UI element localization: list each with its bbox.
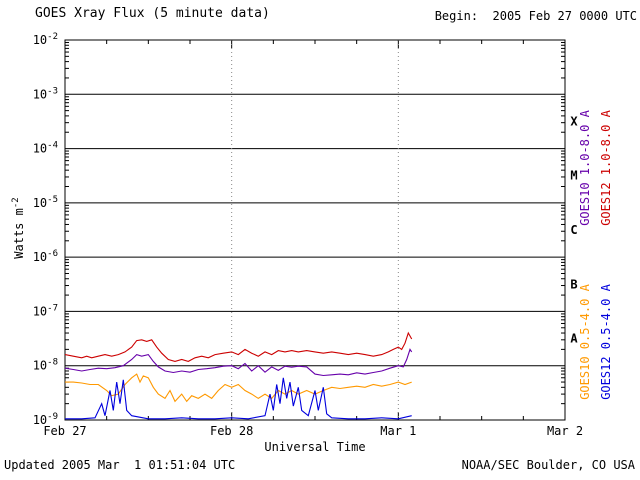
flare-class-label: B	[570, 277, 577, 291]
updated-timestamp: Updated 2005 Mar 1 01:51:04 UTC	[4, 458, 236, 472]
series-line-goes12-1-0-8-0-a	[65, 331, 413, 362]
x-tick-label: Mar 1	[380, 424, 416, 438]
chart-title: GOES Xray Flux (5 minute data)	[35, 6, 270, 21]
y-tick-label: 10-6	[33, 249, 58, 264]
y-tick-label: 10-7	[33, 303, 58, 318]
y-tick-label: 10-3	[33, 86, 58, 101]
y-tick-label: 10-2	[33, 32, 58, 47]
x-tick-label: Feb 28	[210, 424, 253, 438]
series-line-goes10-0-5-4-0-a	[65, 373, 412, 403]
plot-border	[64, 39, 566, 421]
y-tick-label: 10-9	[33, 412, 58, 427]
flare-class-label: C	[570, 223, 577, 237]
begin-timestamp: Begin: 2005 Feb 27 0000 UTC	[434, 9, 637, 23]
flare-class-label: A	[570, 332, 578, 346]
legend-goes10-long-channel: GOES10 1.0-8.0 A	[578, 110, 592, 226]
x-tick-label: Feb 27	[43, 424, 86, 438]
y-tick-label: 10-4	[33, 141, 58, 156]
legend-goes12-long-channel: GOES12 1.0-8.0 A	[599, 110, 613, 226]
y-axis-label-base: Watts m	[12, 208, 26, 259]
series-line-goes12-0-5-4-0-a	[65, 377, 412, 420]
y-tick-label: 10-5	[33, 195, 58, 210]
legend-goes10-short-channel: GOES10 0.5-4.0 A	[578, 284, 592, 400]
y-axis-label-exponent: -2	[11, 197, 21, 209]
flare-class-label: X	[570, 114, 578, 128]
x-axis-label: Universal Time	[264, 440, 366, 454]
legend-goes12-short-channel: GOES12 0.5-4.0 A	[599, 284, 613, 400]
y-tick-label: 10-8	[33, 358, 58, 373]
flare-class-label: M	[570, 169, 577, 183]
y-axis-label: Watts m-2	[9, 168, 26, 288]
series-line-goes10-1-0-8-0-a	[65, 348, 413, 377]
credit-text: NOAA/SEC Boulder, CO USA	[461, 458, 635, 472]
x-tick-label: Mar 2	[547, 424, 583, 438]
